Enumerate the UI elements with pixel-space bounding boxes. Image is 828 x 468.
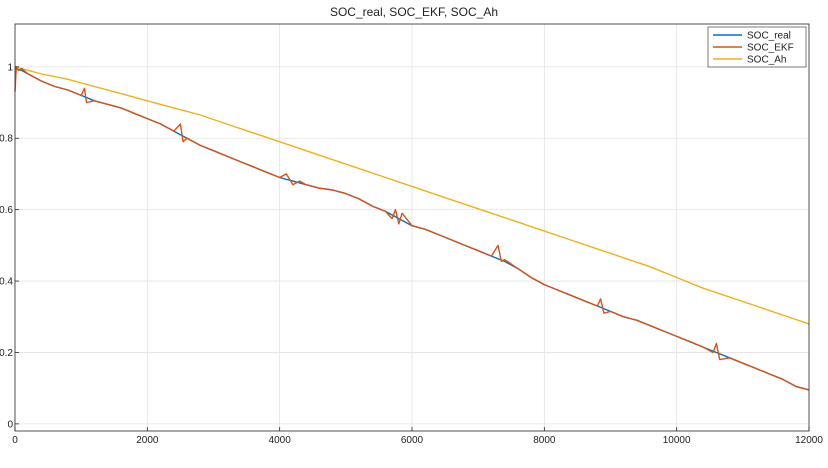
x-tick-label: 4000: [269, 435, 292, 446]
series-line-soc-ah: [14, 66, 810, 325]
axis-ticks: 0 2000 4000 6000 8000 10000 12000 0 0.2 0.4 0.6 0.8…: [0, 62, 823, 446]
x-tick-label: 0: [12, 435, 18, 446]
y-tick-label: 1: [7, 62, 13, 73]
y-tick-label: 0.6: [0, 205, 13, 216]
legend-label-soc-ah: SOC_Ah: [747, 55, 786, 66]
series-line-soc-ekf: [14, 66, 810, 391]
x-tick-label: 2000: [136, 435, 159, 446]
x-tick-label: 12000: [795, 435, 823, 446]
series-lines: [14, 66, 810, 391]
y-tick-label: 0.4: [0, 277, 13, 288]
x-tick-label: 6000: [401, 435, 424, 446]
legend-label-soc-ekf: SOC_EKF: [747, 43, 794, 54]
y-tick-label: 0.8: [0, 134, 13, 145]
legend-label-soc-real: SOC_real: [747, 31, 791, 42]
chart-title: SOC_real, SOC_EKF, SOC_Ah: [330, 5, 498, 19]
x-tick-label: 8000: [533, 435, 556, 446]
y-tick-label: 0: [7, 419, 13, 430]
x-tick-label: 10000: [663, 435, 691, 446]
y-tick-label: 0.2: [0, 348, 13, 359]
